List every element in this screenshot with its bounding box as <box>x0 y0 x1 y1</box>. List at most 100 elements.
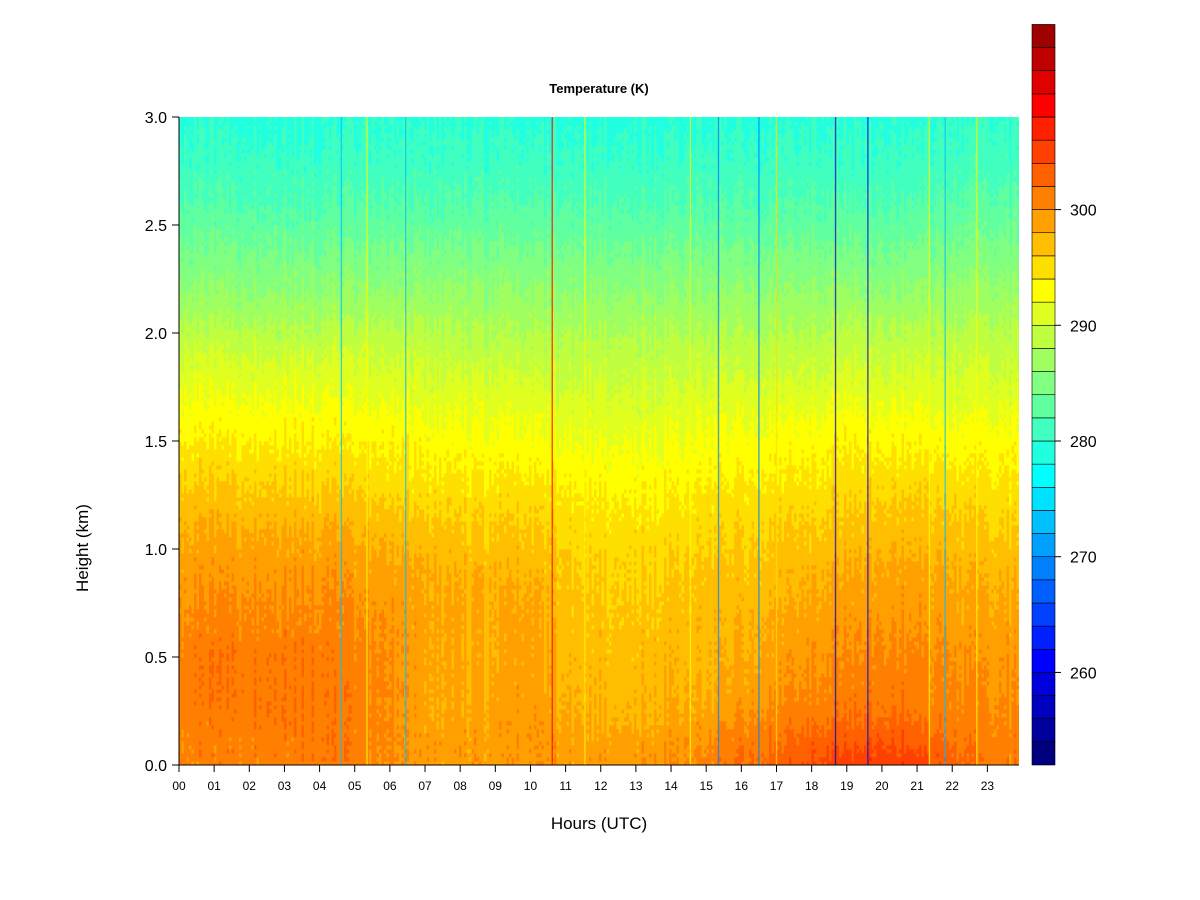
contour-cell <box>436 673 440 678</box>
contour-cell <box>421 561 425 566</box>
contour-cell <box>384 541 387 602</box>
contour-cell <box>434 465 437 490</box>
contour-cell <box>491 205 495 210</box>
contour-cell <box>389 633 392 642</box>
contour-cell <box>319 553 322 558</box>
contour-cell <box>446 349 450 358</box>
contour-cell <box>521 549 525 598</box>
contour-cell <box>386 221 390 258</box>
contour-cell <box>384 365 387 402</box>
contour-cell <box>431 601 435 606</box>
contour-cell <box>219 233 222 238</box>
contour-cell <box>444 457 447 462</box>
contour-cell <box>494 329 497 338</box>
contour-cell <box>316 493 320 538</box>
contour-cell <box>204 517 207 530</box>
contour-cell <box>269 609 272 654</box>
contour-cell <box>214 753 217 758</box>
contour-cell <box>419 313 422 342</box>
contour-cell <box>334 233 337 274</box>
contour-cell <box>414 717 417 734</box>
contour-cell <box>491 625 495 630</box>
contour-cell <box>279 169 282 214</box>
contour-cell <box>331 321 335 346</box>
contour-cell <box>536 321 540 326</box>
contour-cell <box>491 201 495 206</box>
contour-cell <box>226 569 230 574</box>
contour-cell <box>529 597 532 726</box>
contour-cell <box>539 741 542 746</box>
contour-cell <box>286 449 290 454</box>
contour-cell <box>254 685 257 690</box>
contour-cell <box>226 677 230 694</box>
contour-cell <box>384 661 387 666</box>
contour-cell <box>336 445 340 486</box>
contour-cell <box>381 493 385 538</box>
contour-cell <box>454 129 457 182</box>
contour-cell <box>274 521 277 570</box>
contour-cell <box>324 321 327 326</box>
contour-cell <box>299 537 302 546</box>
contour-cell <box>269 321 272 326</box>
contour-cell <box>289 193 292 198</box>
contour-cell <box>296 597 300 606</box>
contour-cell <box>436 433 440 486</box>
contour-cell <box>431 525 435 530</box>
contour-cell <box>474 273 477 318</box>
contour-cell <box>394 757 397 762</box>
contour-cell <box>414 177 417 182</box>
contour-cell <box>269 669 272 674</box>
contour-cell <box>451 253 455 286</box>
contour-cell <box>274 473 277 514</box>
contour-cell <box>231 133 235 138</box>
contour-cell <box>291 229 295 266</box>
contour-cell <box>471 181 475 186</box>
contour-cell <box>536 417 540 422</box>
contour-cell <box>424 605 427 614</box>
contour-cell <box>341 445 345 450</box>
contour-cell <box>449 277 452 306</box>
contour-cell <box>411 625 415 630</box>
contour-cell <box>224 361 227 398</box>
contour-cell <box>204 321 207 326</box>
contour-cell <box>376 465 380 506</box>
contour-cell <box>386 461 390 466</box>
contour-cell <box>244 325 247 330</box>
contour-cell <box>234 285 237 290</box>
contour-cell <box>334 513 337 554</box>
contour-cell <box>186 141 190 150</box>
contour-cell <box>246 609 250 765</box>
contour-cell <box>274 701 277 706</box>
contour-cell <box>214 609 217 618</box>
contour-cell <box>339 325 342 354</box>
contour-cell <box>441 629 445 634</box>
contour-cell <box>389 141 392 146</box>
contour-cell <box>254 173 257 182</box>
contour-cell <box>494 581 497 590</box>
contour-cell <box>506 125 510 130</box>
contour-cell <box>254 337 257 382</box>
contour-cell <box>194 437 197 474</box>
contour-cell <box>329 249 332 298</box>
contour-cell <box>399 149 402 154</box>
contour-cell <box>289 197 292 206</box>
contour-cell <box>374 129 377 138</box>
contour-cell <box>454 581 457 750</box>
contour-cell <box>424 389 427 426</box>
contour-cell <box>239 641 242 738</box>
contour-cell <box>394 141 397 150</box>
contour-cell <box>251 533 255 538</box>
contour-cell <box>294 685 297 694</box>
contour-cell <box>321 445 325 482</box>
contour-cell <box>306 257 310 290</box>
contour-cell <box>224 481 227 534</box>
contour-cell <box>204 245 207 258</box>
contour-cell <box>356 629 360 638</box>
contour-cell <box>329 205 332 210</box>
contour-cell <box>516 697 520 710</box>
contour-cell <box>234 709 237 714</box>
contour-cell <box>461 629 465 634</box>
contour-cell <box>426 757 430 762</box>
contour-cell <box>211 677 215 690</box>
contour-cell <box>326 677 330 690</box>
